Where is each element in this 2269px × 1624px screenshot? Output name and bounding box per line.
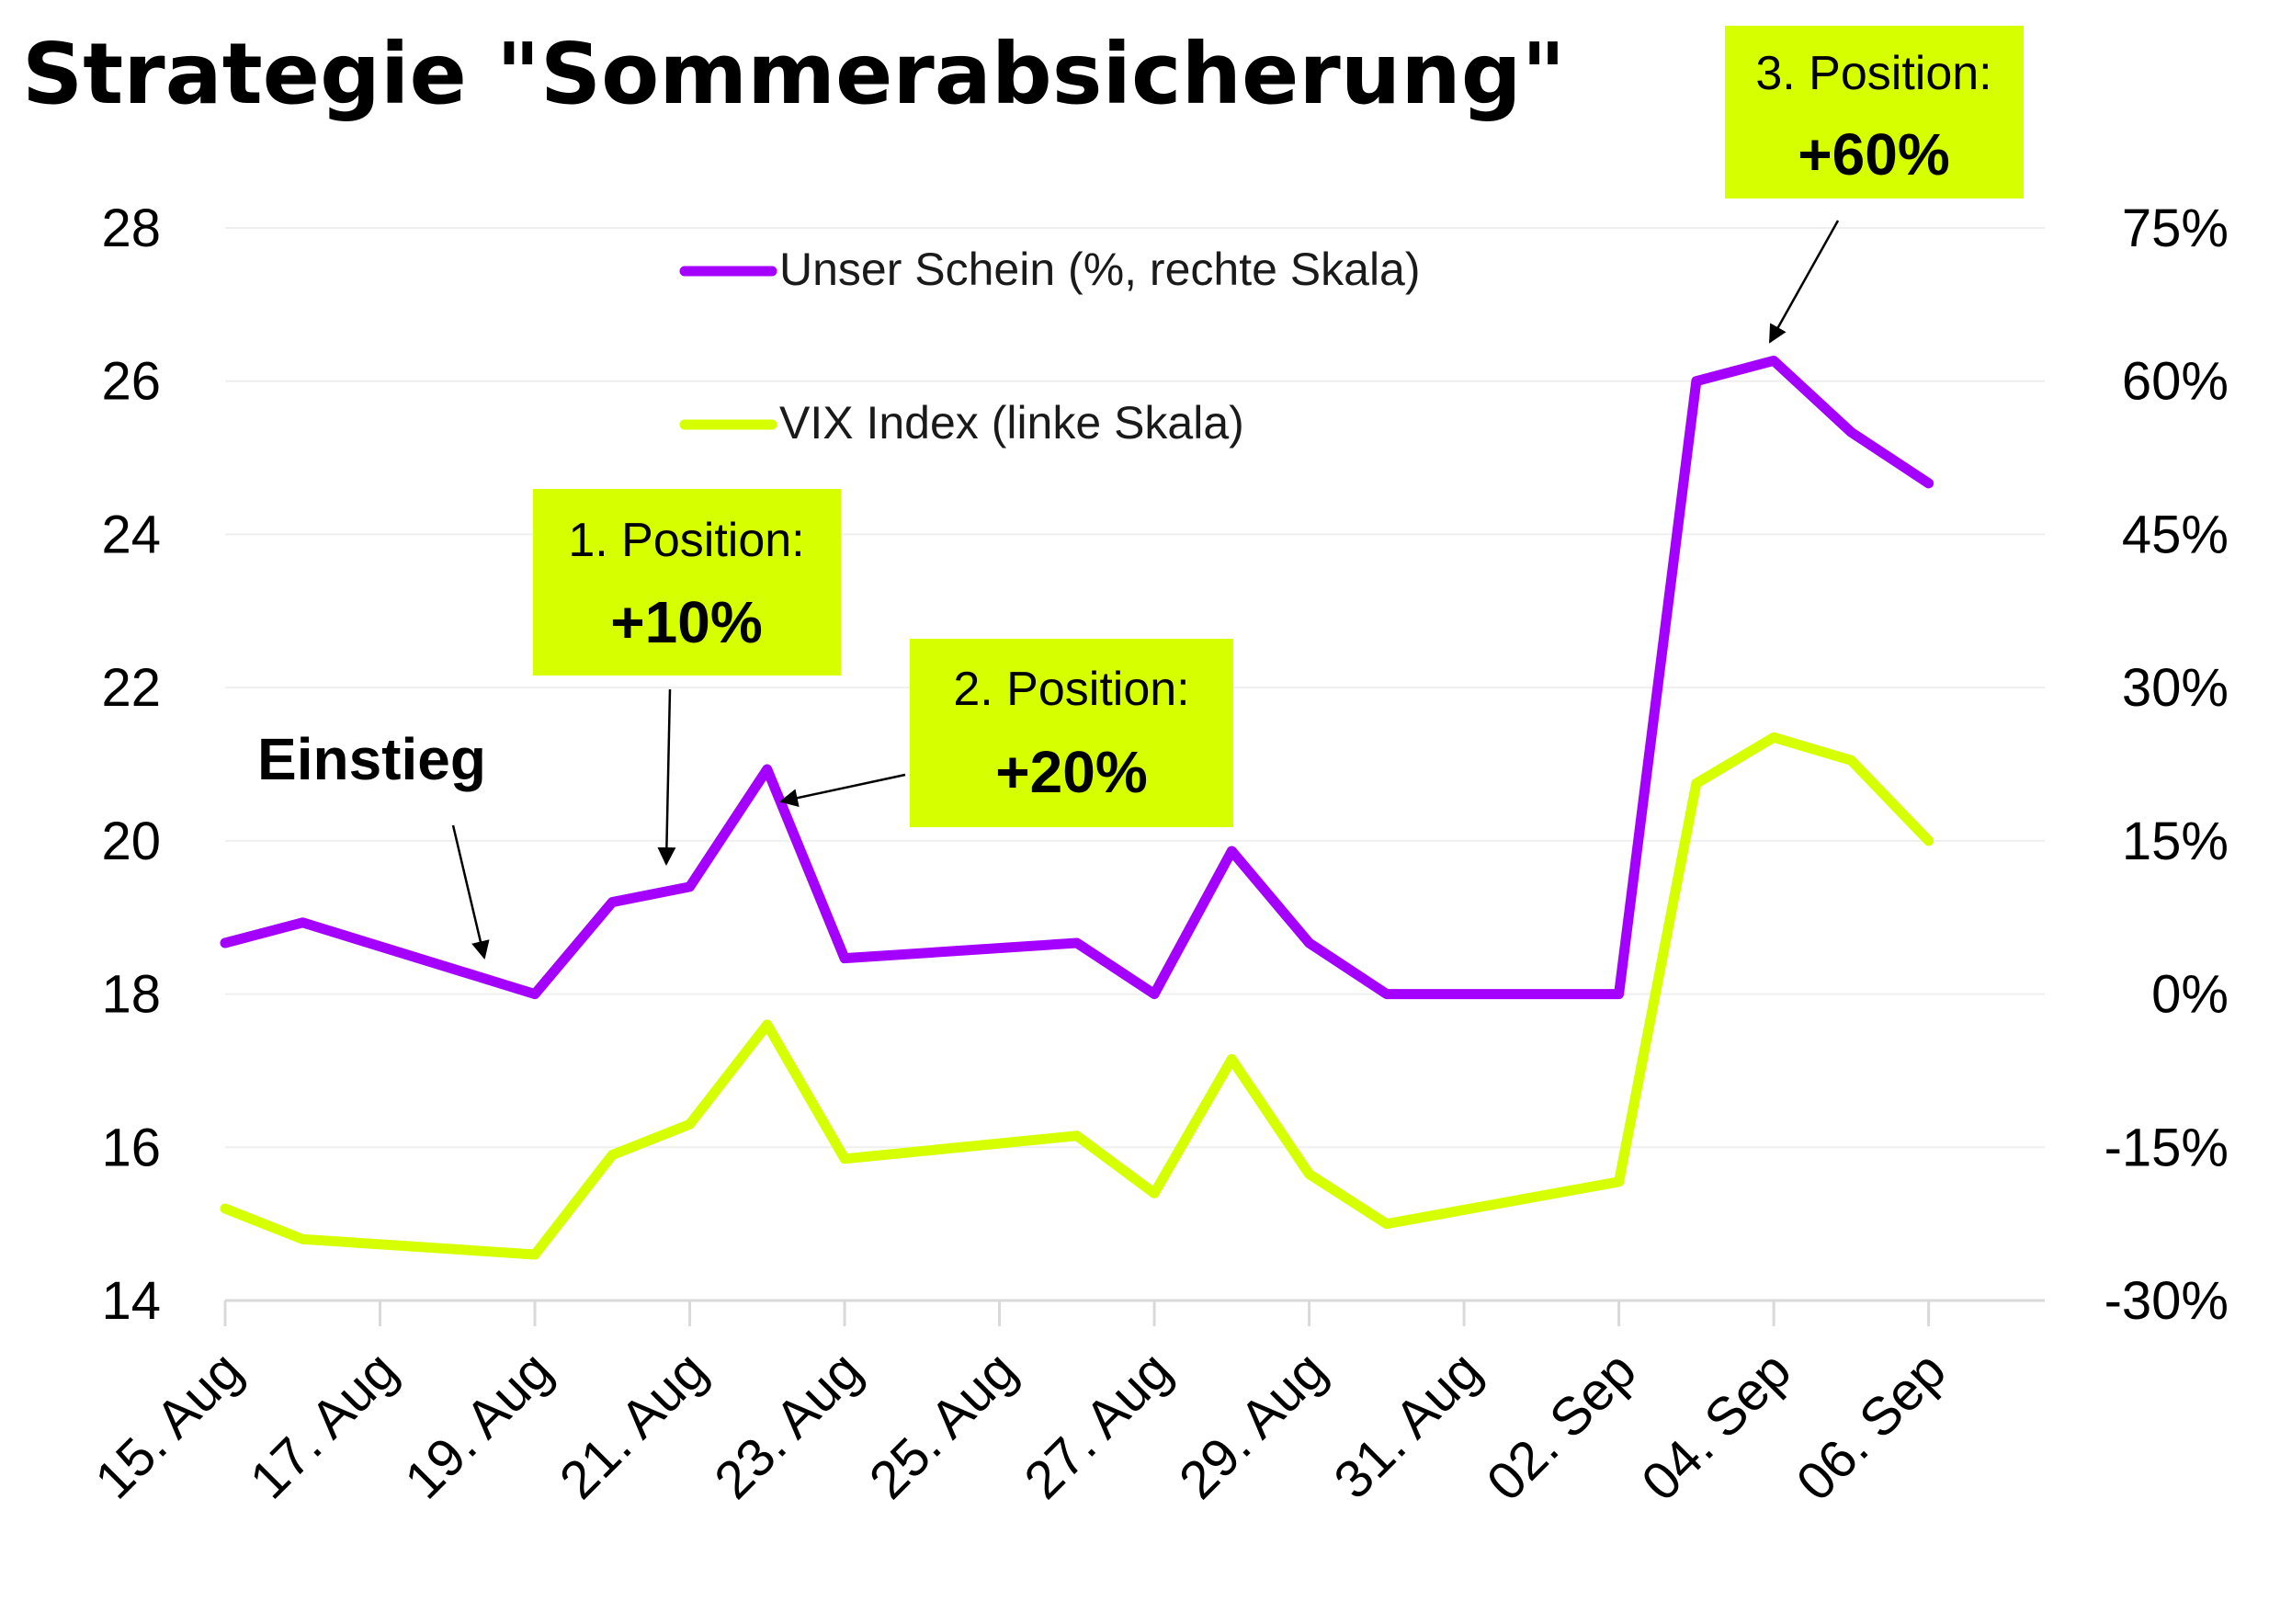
annotation-einstieg: Einstieg	[257, 726, 490, 960]
left-tick-label: 14	[101, 1271, 161, 1331]
x-tick-label: 31. Aug	[1322, 1340, 1492, 1510]
annotation-position-3-value: +60%	[1798, 121, 1949, 187]
x-tick-label: 21. Aug	[549, 1340, 719, 1510]
right-tick-label: 0%	[2151, 965, 2229, 1025]
right-tick-label: -15%	[2104, 1118, 2229, 1177]
annotation-position-2-box	[910, 639, 1233, 827]
left-tick-label: 28	[101, 199, 161, 258]
x-tick-label: 15. Aug	[84, 1340, 254, 1510]
annotation-position-1-title: 1. Position:	[568, 514, 804, 567]
annotation-position-3-arrow	[1768, 220, 1840, 344]
annotation-einstieg-label: Einstieg	[257, 726, 486, 792]
x-tick-label: 17. Aug	[239, 1340, 409, 1510]
series	[220, 355, 1934, 1260]
annotation-position-1-value: +10%	[610, 589, 762, 655]
x-tick-label: 23. Aug	[703, 1340, 873, 1510]
right-tick-label: 60%	[2122, 352, 2229, 412]
right-tick-label: 75%	[2122, 199, 2229, 258]
annotation-position-2-value: +20%	[995, 739, 1147, 805]
series-line-vix	[220, 732, 1934, 1260]
legend-label-vix: VIX Index (linke Skala)	[779, 397, 1244, 449]
annotation-position-3-title: 3. Position:	[1755, 47, 1991, 100]
x-tick-label: 27. Aug	[1013, 1340, 1183, 1510]
x-tick-label: 04. Sep	[1630, 1340, 1802, 1512]
annotation-position-3: 3. Position: +60%	[1725, 26, 2024, 344]
left-axis-ticks: 14 16 18 20 22 24 26 28	[101, 199, 161, 1331]
annotation-einstieg-arrow	[451, 824, 490, 960]
x-tick-label: 19. Aug	[393, 1340, 563, 1510]
left-tick-label: 16	[101, 1118, 161, 1177]
chart-title: Strategie "Sommerabsicherung"	[22, 25, 1566, 123]
series-line-unser-schein	[220, 355, 1934, 1000]
annotation-position-1-box	[533, 489, 841, 676]
left-tick-label: 20	[101, 812, 161, 871]
right-tick-label: 45%	[2122, 505, 2229, 564]
x-tick-label: 06. Sep	[1785, 1340, 1957, 1512]
right-tick-label: 15%	[2122, 812, 2229, 871]
annotation-position-2-arrow	[779, 773, 906, 807]
left-tick-label: 18	[101, 965, 161, 1025]
annotation-position-3-box	[1725, 26, 2024, 199]
annotation-position-1-arrow	[657, 688, 676, 866]
annotation-position-2: 2. Position: +20%	[779, 639, 1233, 827]
annotation-position-1: 1. Position: +10%	[533, 489, 841, 866]
annotation-position-2-title: 2. Position:	[953, 663, 1189, 716]
legend-label-unser-schein: Unser Schein (%, rechte Skala)	[779, 244, 1421, 295]
right-axis-ticks: -30% -15% 0% 15% 30% 45% 60% 75%	[2104, 199, 2229, 1331]
x-tick-label: 29. Aug	[1168, 1340, 1338, 1510]
right-tick-label: -30%	[2104, 1271, 2229, 1331]
x-tick-label: 02. Sep	[1475, 1340, 1647, 1512]
left-tick-label: 24	[101, 505, 161, 564]
x-tick-label: 25. Aug	[858, 1340, 1028, 1510]
left-tick-label: 22	[101, 658, 161, 718]
legend: Unser Schein (%, rechte Skala) VIX Index…	[679, 244, 1421, 449]
right-tick-label: 30%	[2122, 658, 2229, 718]
left-tick-label: 26	[101, 352, 161, 412]
